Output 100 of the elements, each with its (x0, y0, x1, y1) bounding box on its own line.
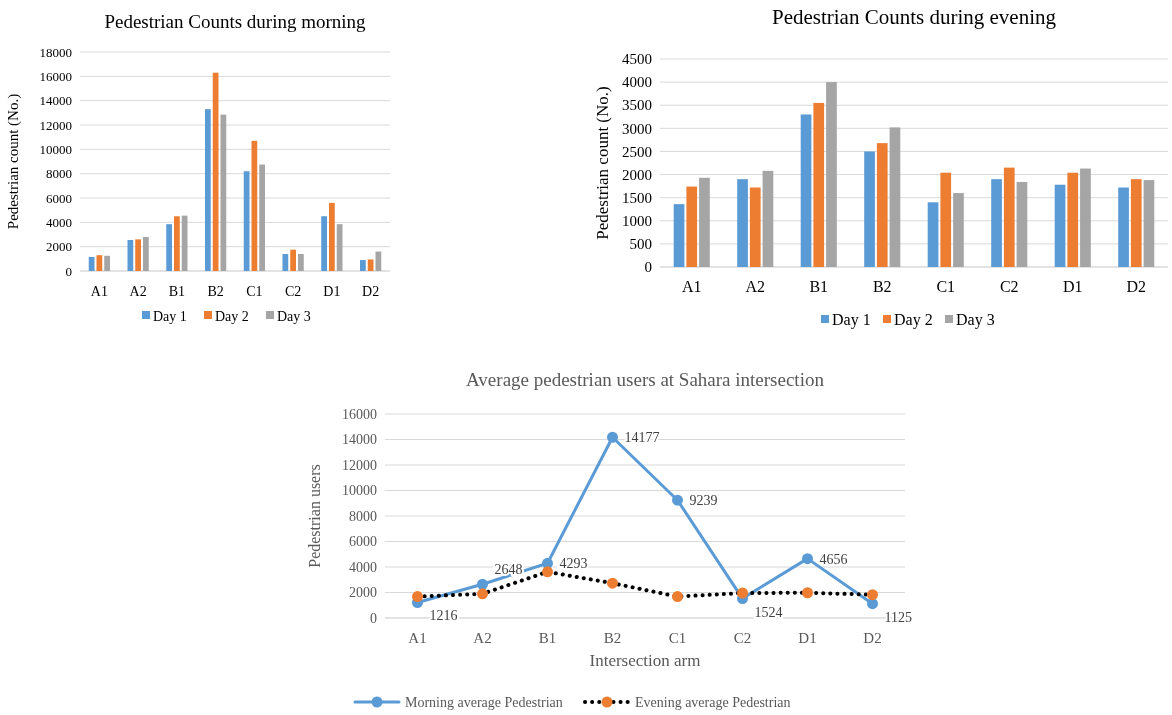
bar (329, 202, 335, 271)
bar (290, 249, 296, 271)
x-tick-label: A2 (745, 278, 766, 295)
y-axis-title: Pedestrian users (306, 464, 323, 568)
x-tick-label: C2 (999, 278, 1019, 295)
chart-title: Pedestrian Counts during evening (771, 5, 1057, 29)
x-tick-label: B2 (207, 284, 224, 299)
chart-title: Average pedestrian users at Sahara intersection (466, 369, 825, 390)
bar (673, 204, 685, 267)
bar (212, 72, 219, 271)
y-tick-label: 10000 (39, 141, 72, 157)
data-label: 1125 (884, 609, 912, 625)
bar (174, 216, 180, 271)
bar (876, 143, 888, 267)
bar (205, 109, 211, 271)
x-tick-label: B2 (603, 630, 622, 646)
y-tick-label: 16000 (342, 406, 377, 422)
bar (1016, 181, 1028, 267)
y-tick-label: 18000 (39, 44, 72, 60)
bar (1054, 184, 1066, 267)
bar (367, 259, 374, 271)
legend-label: Day 3 (956, 311, 995, 329)
y-axis-title: Pedestrian count (No.) (593, 86, 612, 240)
point (867, 598, 878, 610)
point (542, 566, 553, 578)
bar (259, 164, 265, 271)
y-tick-label: 8000 (349, 508, 377, 524)
x-tick-label: C1 (246, 284, 263, 299)
bar (991, 179, 1002, 267)
bar (927, 202, 939, 267)
legend-label: Evening average Pedestrian (635, 695, 791, 710)
point (737, 587, 748, 599)
y-tick-label: 1500 (622, 189, 652, 206)
x-tick-label: B1 (809, 278, 829, 295)
data-label: 2648 (494, 562, 523, 578)
y-tick-label: 0 (644, 259, 652, 276)
x-tick-label: D2 (863, 630, 882, 646)
y-tick-label: 500 (629, 236, 652, 253)
x-tick-label: D1 (323, 284, 341, 299)
x-tick-label: C2 (733, 630, 752, 646)
y-tick-label: 4000 (349, 559, 377, 575)
data-label: 4656 (819, 551, 848, 567)
bar (953, 193, 964, 267)
data-label: 1216 (429, 608, 458, 624)
x-tick-label: D1 (798, 630, 817, 646)
x-tick-label: A2 (129, 284, 147, 299)
point (477, 578, 488, 590)
bar (166, 224, 172, 271)
bar (699, 177, 710, 267)
y-tick-label: 1000 (622, 213, 652, 230)
point (672, 494, 683, 506)
x-tick-label: C1 (936, 278, 956, 295)
bar (104, 255, 110, 271)
bar (1003, 167, 1015, 267)
y-tick-label: 14000 (39, 93, 72, 109)
y-tick-label: 0 (65, 263, 72, 279)
legend-label: Day 1 (832, 311, 871, 329)
y-tick-label: 10000 (342, 483, 377, 499)
legend-label: Day 2 (894, 311, 933, 329)
point (412, 591, 423, 603)
bar (181, 215, 188, 271)
point (672, 591, 683, 603)
data-label: 14177 (624, 430, 660, 446)
x-tick-label: D1 (1062, 278, 1083, 295)
bar (813, 102, 825, 267)
bar (360, 260, 366, 271)
bar (864, 151, 875, 267)
bar (1067, 172, 1079, 267)
y-tick-label: 14000 (342, 432, 377, 448)
bar (336, 224, 343, 271)
bar (135, 239, 141, 271)
y-tick-label: 16000 (39, 68, 72, 84)
bar (1080, 168, 1091, 267)
bar (889, 127, 901, 267)
x-tick-label: B1 (538, 630, 557, 646)
y-tick-label: 0 (370, 610, 377, 626)
legend-label: Day 1 (153, 309, 187, 324)
x-tick-label: D2 (1126, 278, 1147, 295)
data-label: 4293 (559, 556, 588, 572)
x-axis-title: Intersection arm (589, 651, 701, 670)
bar (749, 187, 761, 267)
x-tick-label: C2 (284, 284, 302, 299)
bar (1118, 187, 1129, 267)
y-tick-label: 2000 (622, 166, 652, 183)
point (867, 589, 878, 601)
legend-label: Day 2 (215, 309, 249, 324)
point (477, 588, 488, 600)
x-tick-label: C1 (668, 630, 687, 646)
y-tick-label: 2500 (622, 143, 652, 160)
bar (737, 179, 748, 267)
y-axis-title: Pedestrian count (No.) (5, 93, 22, 230)
x-tick-label: B2 (872, 278, 892, 295)
y-tick-label: 2000 (349, 585, 377, 601)
bar (940, 172, 952, 267)
y-tick-label: 2000 (46, 239, 72, 255)
bar (243, 171, 250, 271)
legend-label: Morning average Pedestrian (405, 695, 563, 710)
point (607, 577, 618, 589)
point (802, 553, 813, 565)
x-tick-label: D2 (362, 284, 380, 299)
